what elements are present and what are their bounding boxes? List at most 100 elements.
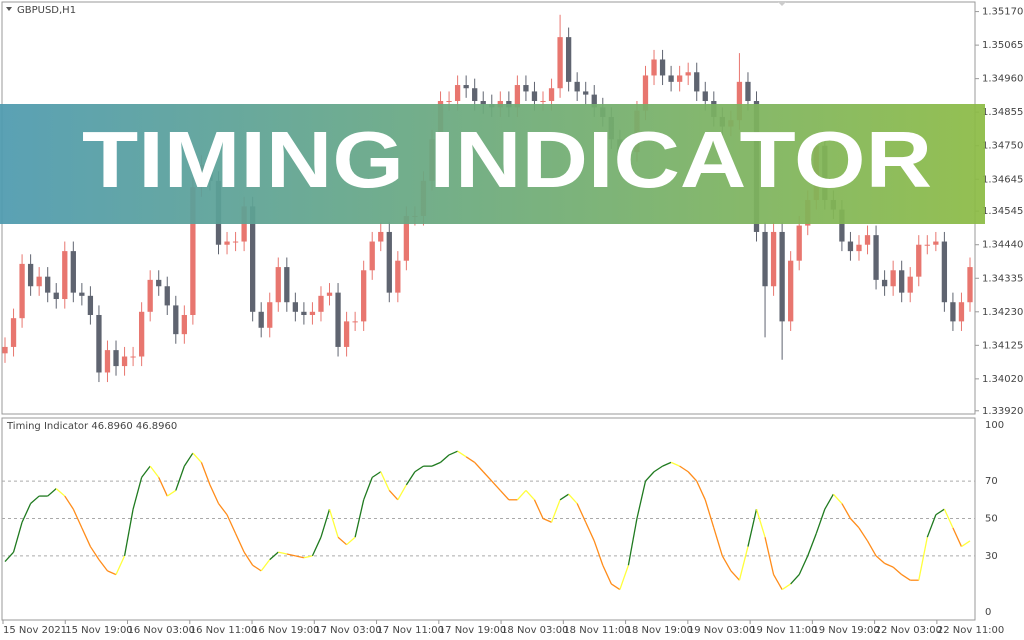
candle-body (770, 231, 777, 287)
indicator-segment (713, 527, 723, 557)
menu-arrow (6, 7, 12, 11)
y-tick-label: 30 (985, 551, 998, 562)
indicator-segment (721, 555, 732, 572)
indicator-segment (704, 499, 715, 529)
candle-body (326, 292, 333, 296)
x-tick-label: 22 Nov 11:00 (937, 625, 1004, 636)
x-tick-label: 19 Nov 11:00 (750, 625, 817, 636)
candle-body (104, 350, 111, 373)
indicator-segment (781, 583, 792, 591)
indicator-segment (278, 551, 287, 555)
indicator-segment (234, 533, 245, 553)
indicator-segment (525, 490, 535, 501)
indicator-segment (380, 471, 390, 491)
x-tick-label: 17 Nov 03:00 (314, 625, 381, 636)
indicator-segment (764, 537, 775, 575)
indicator-segment (320, 508, 331, 538)
candle-body (745, 81, 751, 102)
indicator-segment (482, 471, 493, 482)
indicator-segment (158, 477, 168, 497)
candle-body (659, 59, 666, 76)
candle-body (514, 85, 521, 108)
candle-body (352, 321, 358, 323)
y-tick-label: 0 (985, 607, 991, 618)
indicator-segment (961, 540, 971, 548)
indicator-label: Timing Indicator 46.8960 46.8960 (6, 421, 177, 432)
candle-body (788, 260, 794, 322)
indicator-segment (337, 536, 348, 546)
candle-body (343, 321, 350, 347)
indicator-segment (107, 570, 117, 576)
indicator-segment (807, 533, 817, 557)
x-tick-label: 19 Nov 19:00 (812, 625, 879, 636)
indicator-segment (662, 461, 672, 467)
candle-body (446, 101, 452, 103)
indicator-segment (311, 536, 322, 557)
indicator-segment (397, 484, 407, 501)
indicator-segment (209, 484, 220, 504)
candle-body (292, 302, 299, 312)
indicator-segment (798, 555, 809, 575)
candle-body (130, 356, 136, 358)
candle-body (79, 292, 85, 296)
candle-body (463, 85, 469, 89)
candle-body (369, 241, 375, 271)
x-tick-label: 16 Nov 03:00 (128, 625, 195, 636)
indicator-segment (832, 493, 843, 504)
indicator-segment (696, 480, 706, 501)
candle-body (395, 260, 401, 293)
indicator-segment (30, 495, 40, 505)
y-tick-label: 1.34440 (982, 240, 1023, 251)
candle-body (121, 356, 128, 367)
indicator-segment (72, 508, 83, 529)
candle-body (557, 37, 563, 89)
indicator-segment (4, 551, 15, 562)
candle-body (668, 75, 674, 82)
y-tick-label: 1.34230 (982, 307, 1023, 318)
indicator-segment (849, 518, 860, 529)
indicator-segment (610, 583, 621, 591)
x-tick-label: 16 Nov 11:00 (190, 625, 257, 636)
indicator-segment (431, 461, 441, 467)
indicator-segment (687, 471, 698, 482)
indicator-segment (474, 461, 484, 473)
indicator-segment (755, 508, 766, 538)
candle-body (147, 279, 153, 312)
candle-body (958, 302, 965, 322)
y-tick-label: 1.34545 (982, 206, 1023, 217)
indicator-segment (653, 465, 663, 473)
indicator-segment (465, 456, 476, 463)
indicator-segment (773, 574, 783, 590)
indicator-segment (926, 514, 937, 538)
indicator-segment (943, 508, 954, 529)
candle-body (232, 241, 239, 243)
candle-body (694, 72, 700, 92)
candle-body (890, 270, 896, 287)
shift-marker (778, 2, 786, 6)
y-tick-label: 50 (985, 514, 998, 525)
x-tick-label: 15 Nov 2021 (3, 625, 67, 636)
indicator-segment (824, 493, 834, 510)
candle-body (164, 286, 170, 306)
y-tick-label: 1.34750 (982, 141, 1023, 152)
banner-title: TIMING INDICATOR (82, 115, 932, 204)
indicator-segment (388, 490, 399, 501)
candle-body (10, 318, 17, 347)
candle-body (907, 276, 913, 293)
indicator-segment (371, 471, 382, 478)
y-tick-label: 1.34335 (982, 273, 1023, 284)
indicator-segment (679, 465, 689, 473)
indicator-segment (636, 480, 647, 519)
indicator-segment (200, 462, 211, 486)
candle-body (531, 91, 538, 102)
candle-body (62, 251, 68, 300)
indicator-segment (858, 527, 869, 542)
indicator-segment (175, 465, 185, 491)
candle-body (565, 37, 572, 82)
indicator-segment (841, 503, 852, 519)
candle-body (309, 311, 316, 315)
candle-body (540, 101, 546, 103)
candle-body (839, 209, 845, 242)
y-tick-label: 70 (985, 476, 998, 487)
